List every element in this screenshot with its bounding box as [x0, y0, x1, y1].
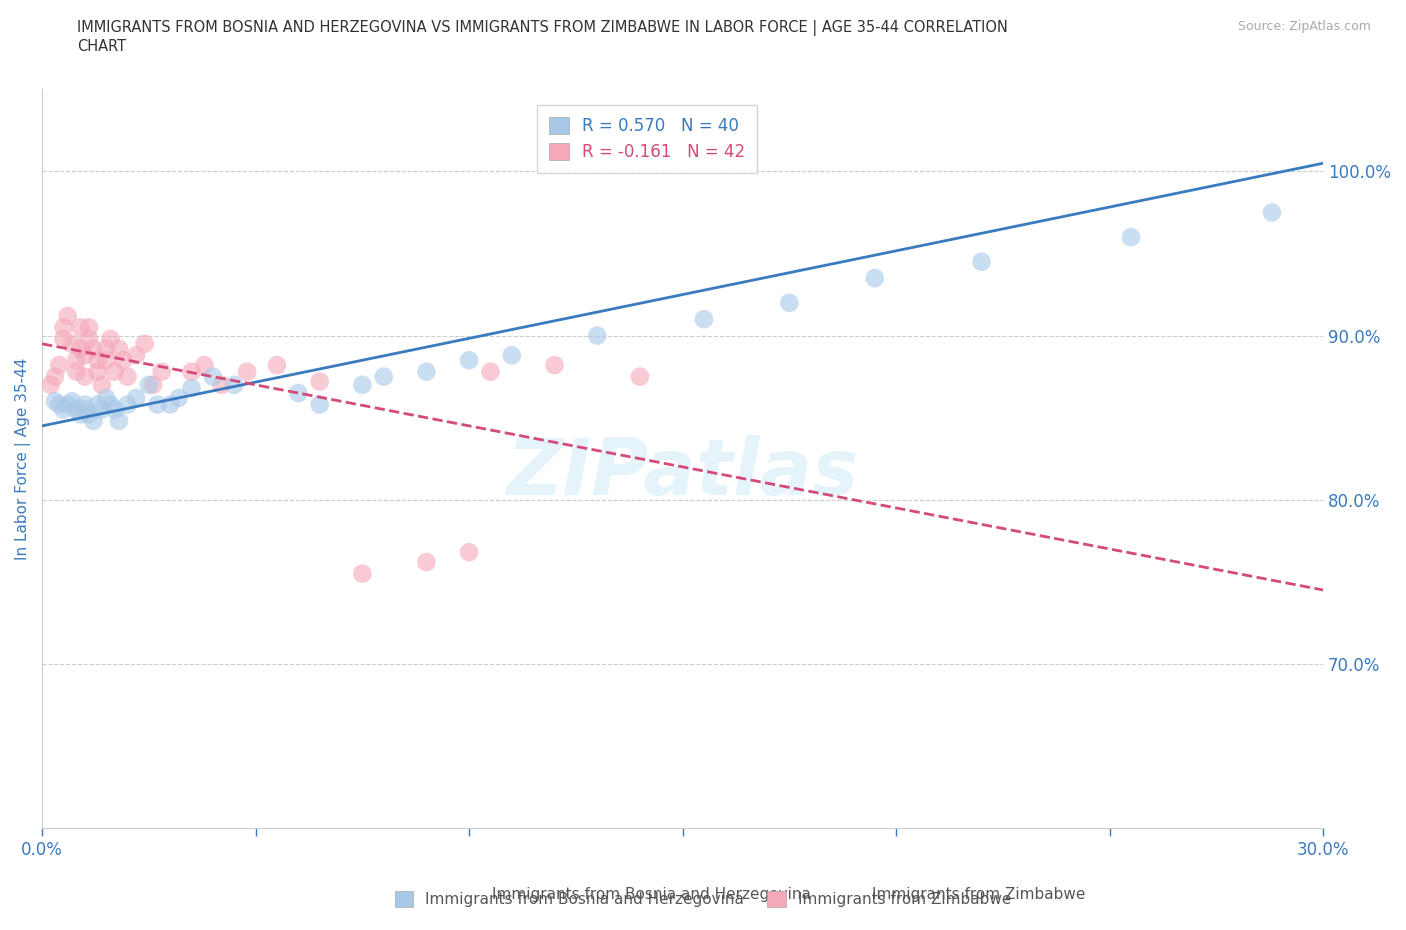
Text: IMMIGRANTS FROM BOSNIA AND HERZEGOVINA VS IMMIGRANTS FROM ZIMBABWE IN LABOR FORC: IMMIGRANTS FROM BOSNIA AND HERZEGOVINA V… [77, 20, 1008, 36]
Point [90, 378, 112, 392]
Point [65, 402, 87, 417]
Point [236, 365, 259, 379]
Text: ZIPatlas: ZIPatlas [506, 435, 859, 512]
Point [211, 378, 233, 392]
Point [100, 331, 122, 346]
Point [52, 320, 75, 335]
Point [52, 402, 75, 417]
Point [458, 545, 481, 560]
Point [73, 402, 96, 417]
Point [628, 369, 651, 384]
Point [86, 365, 108, 379]
Point [778, 296, 800, 311]
Point [69, 320, 91, 335]
Point [90, 402, 112, 417]
Point [415, 554, 437, 569]
Point [100, 397, 122, 412]
Point [1119, 230, 1142, 245]
Point [108, 341, 131, 356]
Point [117, 397, 139, 412]
Point [56, 397, 79, 412]
Point [82, 341, 104, 356]
Point [266, 358, 288, 373]
Point [60, 337, 83, 352]
Point [73, 369, 96, 384]
Point [96, 352, 118, 367]
Point [863, 271, 886, 286]
Point [1261, 205, 1284, 219]
Legend: R = 0.570   N = 40, R = -0.161   N = 42: R = 0.570 N = 40, R = -0.161 N = 42 [537, 105, 756, 173]
Point [44, 393, 66, 408]
Point [458, 352, 481, 367]
Point [224, 378, 246, 392]
Point [373, 369, 395, 384]
Point [415, 365, 437, 379]
Point [501, 348, 523, 363]
Point [125, 391, 148, 405]
Point [308, 397, 330, 412]
Legend: Immigrants from Bosnia and Herzegovina, Immigrants from Zimbabwe: Immigrants from Bosnia and Herzegovina, … [388, 884, 1018, 913]
Point [39, 378, 62, 392]
Point [44, 369, 66, 384]
Point [138, 378, 160, 392]
Point [65, 365, 87, 379]
Point [193, 358, 215, 373]
Point [96, 391, 118, 405]
Point [352, 566, 374, 581]
Point [82, 414, 104, 429]
Point [77, 320, 100, 335]
Point [104, 365, 127, 379]
Point [112, 352, 135, 367]
Text: CHART: CHART [77, 39, 127, 54]
Point [108, 414, 131, 429]
Point [56, 309, 79, 324]
Point [180, 380, 202, 395]
Point [159, 397, 181, 412]
Point [48, 397, 70, 412]
Point [69, 341, 91, 356]
Point [146, 397, 169, 412]
Point [352, 378, 374, 392]
Point [52, 331, 75, 346]
Text: Source: ZipAtlas.com: Source: ZipAtlas.com [1237, 20, 1371, 33]
Point [60, 393, 83, 408]
Point [308, 374, 330, 389]
Point [287, 386, 309, 401]
Point [65, 352, 87, 367]
Point [134, 337, 156, 352]
Point [86, 397, 108, 412]
Point [73, 397, 96, 412]
Point [125, 348, 148, 363]
Point [77, 407, 100, 422]
Point [48, 358, 70, 373]
Point [69, 407, 91, 422]
Text: Immigrants from Zimbabwe: Immigrants from Zimbabwe [872, 887, 1085, 902]
Y-axis label: In Labor Force | Age 35-44: In Labor Force | Age 35-44 [15, 357, 31, 560]
Point [586, 328, 609, 343]
Point [86, 352, 108, 367]
Point [150, 365, 173, 379]
Point [167, 391, 190, 405]
Point [693, 312, 716, 326]
Point [77, 331, 100, 346]
Point [117, 369, 139, 384]
Point [201, 369, 224, 384]
Text: Immigrants from Bosnia and Herzegovina: Immigrants from Bosnia and Herzegovina [492, 887, 811, 902]
Point [96, 341, 118, 356]
Point [970, 254, 993, 269]
Point [543, 358, 565, 373]
Point [180, 365, 202, 379]
Point [104, 402, 127, 417]
Point [73, 348, 96, 363]
Point [142, 378, 165, 392]
Point [479, 365, 502, 379]
